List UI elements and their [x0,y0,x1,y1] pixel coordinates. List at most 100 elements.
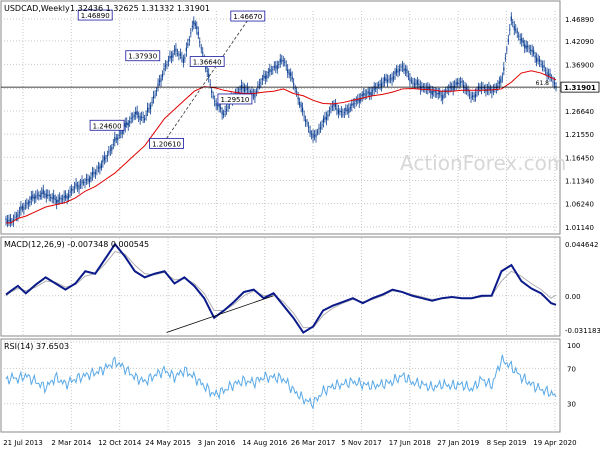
candle-body [378,84,380,86]
candle-body [279,58,281,63]
price-tick-label: 1.16450 [565,154,594,162]
candle-body [85,179,88,181]
candle-body [94,172,97,174]
candle-body [503,67,505,71]
macd-line [5,242,557,334]
candle-body [319,127,322,129]
candle-body [182,58,184,63]
candle-body [12,219,15,222]
candle-body [254,93,256,98]
candle-body [334,103,337,108]
candle-body [133,114,135,117]
candle-body [352,103,354,105]
candle-body [114,137,116,142]
candle-body [293,83,295,85]
candle-body [20,206,22,211]
candle-body [534,55,536,58]
candle-body [539,59,541,62]
x-axis-label: 26 Mar 2017 [291,439,335,447]
candle-body [382,81,384,83]
candle-body [500,78,502,83]
candle-body [313,135,316,137]
candle-body [522,40,524,43]
candle-body [543,65,545,69]
candle-body [151,101,153,104]
candle-body [480,86,483,89]
candle-body [528,47,530,49]
candle-body [331,105,334,108]
candle-body [190,32,192,34]
candle-body [260,82,262,84]
x-axis-label: 24 May 2015 [145,439,191,447]
candle-body [191,26,193,28]
candle-body [181,57,183,58]
marks-layer [1,12,560,410]
candle-body [333,103,335,106]
candle-body [468,94,471,96]
annotation-box [125,50,161,62]
candle-body [303,115,305,117]
candle-body [75,183,77,187]
candle-body [142,116,144,118]
candle-body [546,72,548,77]
candle-body [29,201,31,203]
candle-body [267,71,269,74]
candle-body [44,193,46,195]
price-tick-label: 1.26640 [565,108,594,116]
candle-body [525,45,527,49]
candle-body [121,131,123,134]
candle-body [406,68,408,74]
candle-body [360,97,362,101]
candle-body [14,216,16,218]
rsi-tick-label: 100 [567,342,580,350]
candle-body [306,122,308,124]
candle-body [407,75,410,77]
candle-body [215,103,217,106]
moving-average-line [6,70,557,224]
price-tick-label: 1.11340 [565,177,594,185]
candle-body [139,116,141,120]
candle-body [457,82,459,85]
candle-body [266,74,268,79]
candle-body [351,103,353,106]
candle-body [489,87,492,91]
candle-body [184,57,186,59]
candle-body [315,134,317,138]
watermark: ActionForex.com [400,151,566,175]
candle-body [169,55,171,59]
candle-body [41,192,43,195]
candle-body [227,106,229,108]
candle-body [547,74,550,76]
candle-body [398,69,401,72]
candle-body [483,87,486,89]
candle-body [477,86,480,91]
candle-body [111,147,113,151]
candle-body [39,194,41,197]
candle-body [146,107,149,112]
candle-body [155,90,158,92]
candle-body [296,91,298,93]
price-title: USDCAD,Weekly [4,4,70,13]
x-axis-label: 21 Jul 2013 [3,439,43,447]
candle-body [461,80,463,83]
candle-body [392,76,395,79]
candle-body [342,113,344,115]
candle-body [494,87,496,89]
candle-body [59,197,61,200]
candle-body [312,133,314,138]
candle-body [300,104,302,107]
candle-body [106,155,108,157]
candle-body [470,96,472,98]
candle-body [537,59,539,61]
x-axis-label: 12 Oct 2014 [98,439,142,447]
candle-body [364,94,366,96]
candle-body [251,90,253,95]
candle-body [263,75,265,78]
candle-body [504,57,506,59]
candle-body [196,26,198,30]
candle-body [144,118,146,120]
candle-body [5,218,7,221]
annotation-label: 1.29510 [220,96,249,104]
candle-body [403,68,405,71]
candle-body [32,194,34,199]
